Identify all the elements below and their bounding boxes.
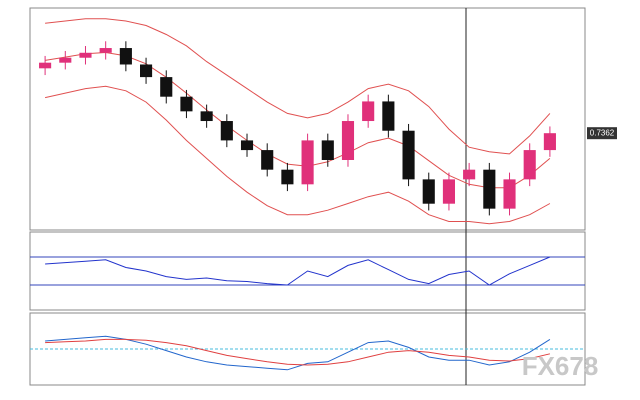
candle-body bbox=[523, 150, 536, 180]
candle-body bbox=[422, 179, 435, 204]
candle-body bbox=[442, 179, 455, 204]
candle-body bbox=[341, 121, 355, 160]
candle-body bbox=[59, 57, 72, 63]
candle-body bbox=[79, 52, 92, 58]
candle-body bbox=[321, 140, 334, 160]
price-panel bbox=[29, 7, 586, 231]
series-line bbox=[44, 85, 551, 225]
rsi-panel bbox=[29, 231, 586, 311]
watermark: FX678 bbox=[522, 351, 599, 381]
candle-body bbox=[503, 179, 516, 209]
candle-body bbox=[200, 111, 213, 122]
candle-body bbox=[220, 121, 233, 141]
candle-body bbox=[281, 169, 294, 185]
series-line bbox=[45, 256, 551, 286]
candle-body bbox=[180, 96, 193, 112]
candle-body bbox=[543, 133, 556, 151]
candle-body bbox=[99, 48, 112, 53]
series-line bbox=[45, 338, 551, 366]
candle-body bbox=[483, 169, 496, 209]
price-label-box bbox=[587, 127, 617, 140]
candle-body bbox=[39, 62, 52, 69]
candle-body bbox=[301, 140, 314, 185]
candle-body bbox=[362, 101, 375, 122]
candle-body bbox=[402, 130, 415, 180]
series-line bbox=[45, 18, 551, 155]
candle-body bbox=[160, 77, 173, 97]
price-label: 0.7362 bbox=[590, 128, 615, 137]
candle-body bbox=[240, 140, 254, 151]
candle-body bbox=[119, 48, 132, 65]
candle-body bbox=[463, 169, 476, 180]
candle-body bbox=[261, 150, 274, 170]
candle-body bbox=[140, 64, 153, 78]
series-line bbox=[45, 335, 551, 371]
candle-body bbox=[382, 101, 395, 131]
